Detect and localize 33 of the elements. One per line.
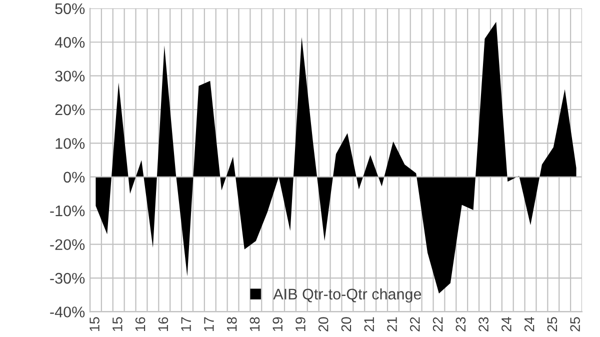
x-tick-label: 23 <box>478 317 488 332</box>
x-tick-label: 16 <box>135 317 146 331</box>
y-tick-label: -40% <box>50 306 85 318</box>
x-tick-label: 25 <box>570 317 580 332</box>
y-tick-label: 20% <box>55 104 85 116</box>
y-tick-label: 50% <box>55 3 85 14</box>
x-tick-label: 21 <box>364 317 374 332</box>
x-tick-label: 16 <box>158 317 168 331</box>
x-tick-label: 15 <box>90 317 100 331</box>
x-tick-label: 17 <box>204 317 214 331</box>
y-tick-label: 30% <box>55 70 85 82</box>
y-tick-label: 0% <box>64 172 85 183</box>
x-tick-label: 18 <box>226 317 237 331</box>
x-tick-label: 19 <box>272 317 283 331</box>
x-tick-label: 21 <box>387 317 397 332</box>
x-tick-label: 20 <box>318 317 328 332</box>
x-tick-label: 17 <box>181 317 191 331</box>
x-tick-label: 24 <box>502 316 512 332</box>
x-tick-label: 22 <box>410 317 420 332</box>
x-tick-label: 15 <box>112 317 122 331</box>
y-tick-label: 40% <box>54 36 85 48</box>
legend-label: AIB Qtr-to-Qtr change <box>273 288 422 303</box>
x-tick-label: 20 <box>341 317 352 332</box>
x-tick-label: 25 <box>547 317 558 332</box>
x-tick-label: 22 <box>432 317 443 332</box>
y-tick-label: -20% <box>50 239 85 250</box>
x-tick-label: 24 <box>524 316 534 332</box>
y-tick-label: 10% <box>56 138 85 149</box>
x-tick-label: 23 <box>456 317 466 332</box>
y-tick-label: -30% <box>50 272 85 284</box>
y-tick-label: -10% <box>50 205 85 216</box>
x-tick-label: 18 <box>250 317 260 331</box>
x-tick-label: 19 <box>296 317 306 331</box>
